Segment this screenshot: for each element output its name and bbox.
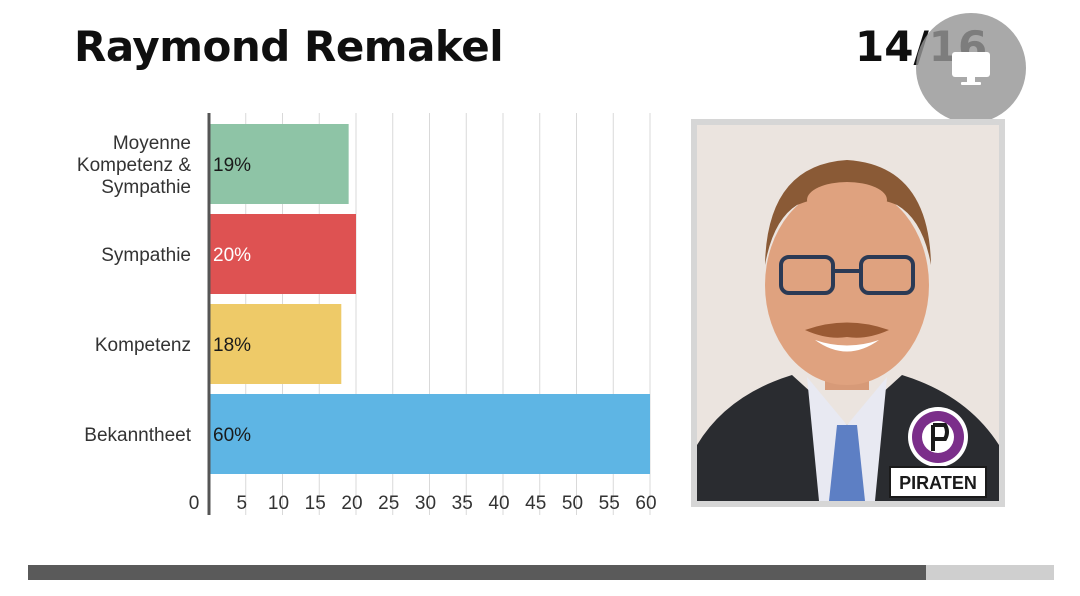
x-tick-label: 25 xyxy=(378,493,399,514)
slide-progress-fill xyxy=(28,565,926,580)
x-tick-label: 20 xyxy=(341,493,362,514)
bar-0 xyxy=(209,124,349,204)
bar-value-label-2: 18% xyxy=(213,335,251,356)
x-tick-label: 35 xyxy=(452,493,473,514)
x-tick-label: 55 xyxy=(599,493,620,514)
x-tick-label: 15 xyxy=(305,493,326,514)
bar-value-label-0: 19% xyxy=(213,155,251,176)
party-badge: PIRATEN xyxy=(899,473,977,493)
screen-share-button[interactable] xyxy=(916,13,1026,123)
bar-value-label-1: 20% xyxy=(213,245,251,266)
monitor-icon xyxy=(952,52,990,85)
candidate-name: Raymond Remakel xyxy=(74,22,504,71)
x-tick-label: 30 xyxy=(415,493,436,514)
bar-chart: 19% 20% 18% 60% Moyenne Kompetenz & Sympathie S… xyxy=(77,113,657,515)
x-tick-label: 5 xyxy=(236,493,247,514)
x-tick-label: 60 xyxy=(635,493,656,514)
category-label-1: Sympathie xyxy=(101,245,191,266)
category-label-3: Bekanntheet xyxy=(84,425,191,446)
category-label-2: Kompetenz xyxy=(95,335,191,356)
slide-progress-bar[interactable] xyxy=(28,565,1054,580)
bar-3 xyxy=(209,394,650,474)
category-label-0: Moyenne Kompetenz & Sympathie xyxy=(77,133,191,198)
bar-value-label-3: 60% xyxy=(213,425,251,446)
candidate-photo: PIRATEN xyxy=(691,119,1005,507)
bar-2 xyxy=(209,304,342,384)
x-tick-label: 45 xyxy=(525,493,546,514)
bar-1 xyxy=(209,214,356,294)
x-tick-label: 10 xyxy=(268,493,289,514)
x-tick-label: 50 xyxy=(562,493,583,514)
x-tick-label: 0 xyxy=(189,493,200,514)
x-tick-label: 40 xyxy=(488,493,509,514)
portrait-image: PIRATEN xyxy=(697,125,999,501)
